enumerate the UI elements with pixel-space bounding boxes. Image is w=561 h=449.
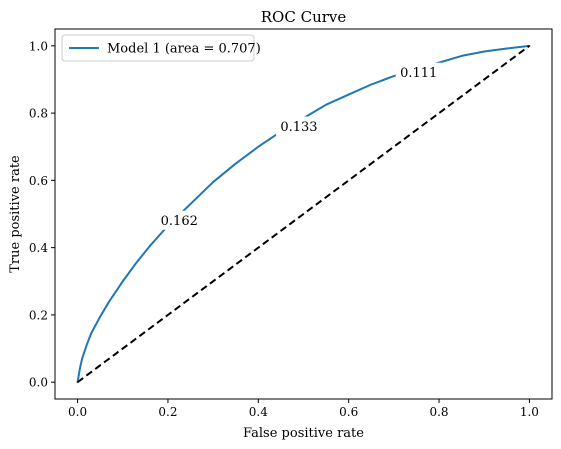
threshold-label: 0.133 — [280, 120, 317, 135]
x-tick-label: 0.6 — [339, 405, 358, 419]
legend: Model 1 (area = 0.707) — [61, 34, 261, 62]
threshold-label-bg — [395, 62, 442, 82]
legend-box — [61, 34, 255, 62]
plot-area: 0.162 0.133 0.111 — [54, 28, 553, 400]
y-tick-label: 0.4 — [29, 241, 48, 255]
chance-diagonal-line — [76, 45, 531, 383]
x-tick-label: 0.8 — [429, 405, 448, 419]
annotation-layer: 0.162 0.133 0.111 — [156, 62, 442, 230]
threshold-label-bg — [156, 210, 203, 230]
threshold-label: 0.162 — [161, 214, 198, 229]
plot-frame — [54, 28, 553, 400]
threshold-label-bg — [275, 116, 322, 136]
y-tick-label: 0.0 — [29, 376, 48, 390]
chart-title: ROC Curve — [261, 8, 347, 26]
x-tick-label: 1.0 — [520, 405, 539, 419]
x-tick-label: 0.0 — [68, 405, 87, 419]
x-axis-label: False positive rate — [243, 426, 364, 441]
legend-label: Model 1 (area = 0.707) — [107, 42, 261, 57]
x-tick-label: 0.2 — [158, 405, 177, 419]
x-axis: 0.0 0.2 0.4 0.6 0.8 1.0 — [68, 399, 539, 419]
x-tick-label: 0.4 — [249, 405, 268, 419]
y-tick-label: 1.0 — [29, 39, 48, 53]
threshold-label: 0.111 — [400, 66, 437, 81]
y-axis: 0.0 0.2 0.4 0.6 0.8 1.0 — [29, 39, 55, 390]
y-axis-label: True positive rate — [8, 155, 23, 273]
y-tick-label: 0.2 — [29, 308, 48, 322]
y-tick-label: 0.8 — [29, 107, 48, 121]
y-tick-label: 0.6 — [29, 174, 48, 188]
